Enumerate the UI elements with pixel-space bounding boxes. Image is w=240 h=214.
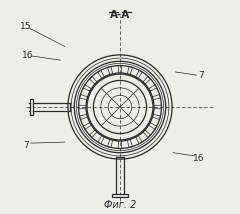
Text: 7: 7 <box>24 141 29 150</box>
Text: 16: 16 <box>22 52 33 61</box>
Bar <box>112 193 128 197</box>
Text: Фиг. 2: Фиг. 2 <box>104 200 136 210</box>
Bar <box>30 99 33 115</box>
Text: 15: 15 <box>20 22 31 31</box>
Text: 7: 7 <box>198 71 204 80</box>
Text: А-А: А-А <box>110 10 130 20</box>
Text: 16: 16 <box>193 153 204 162</box>
